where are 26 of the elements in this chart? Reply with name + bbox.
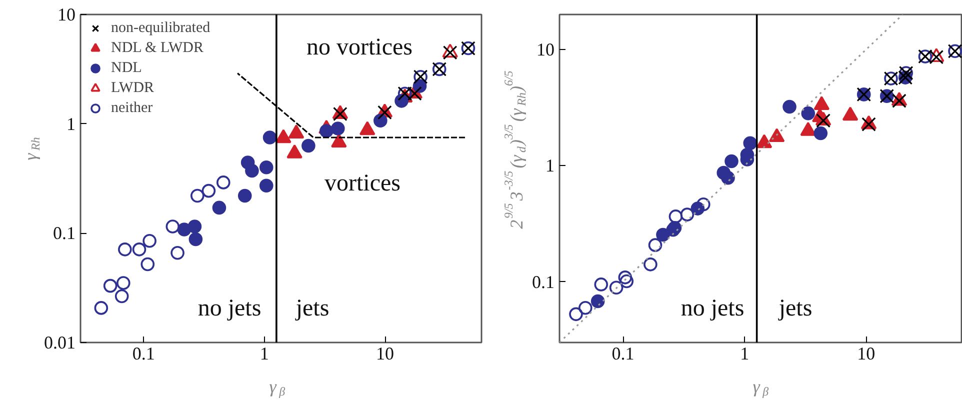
annotation: no vortices [306,34,412,60]
annotation: jets [778,296,812,322]
y-tick-label: 1 [546,156,554,176]
y-tick-label: 1 [66,114,76,134]
y-tick-label: 10 [536,39,554,60]
x-tick-label: 10 [857,344,876,364]
annotation: vortices [324,170,400,196]
y-axis-title: γRh [20,137,42,160]
x-tick-label: 0.1 [132,344,155,364]
y-tick-label: 0.1 [532,272,554,292]
annotation: no jets [680,296,744,322]
annotation: jets [294,296,330,322]
legend-label: LWDR [111,80,154,96]
text: 29/53-3/5(γd)3/5(γRh)6/5 [502,70,528,229]
y-tick-label: 0.1 [53,223,76,244]
x-tick-label: 10 [376,344,394,364]
legend-label: neither [111,100,153,116]
legend-label: non-equilibrated [111,20,210,36]
legend-label: NDL [111,60,142,76]
legend-label: NDL & LWDR [111,40,204,56]
x-tick-label: 1 [260,344,269,364]
x-tick-label: 0.1 [612,344,634,364]
y-tick-label: 0.01 [44,332,76,352]
annotation: no jets [198,296,262,322]
x-tick-label: 1 [740,344,750,364]
y-tick-label: 10 [58,4,76,24]
